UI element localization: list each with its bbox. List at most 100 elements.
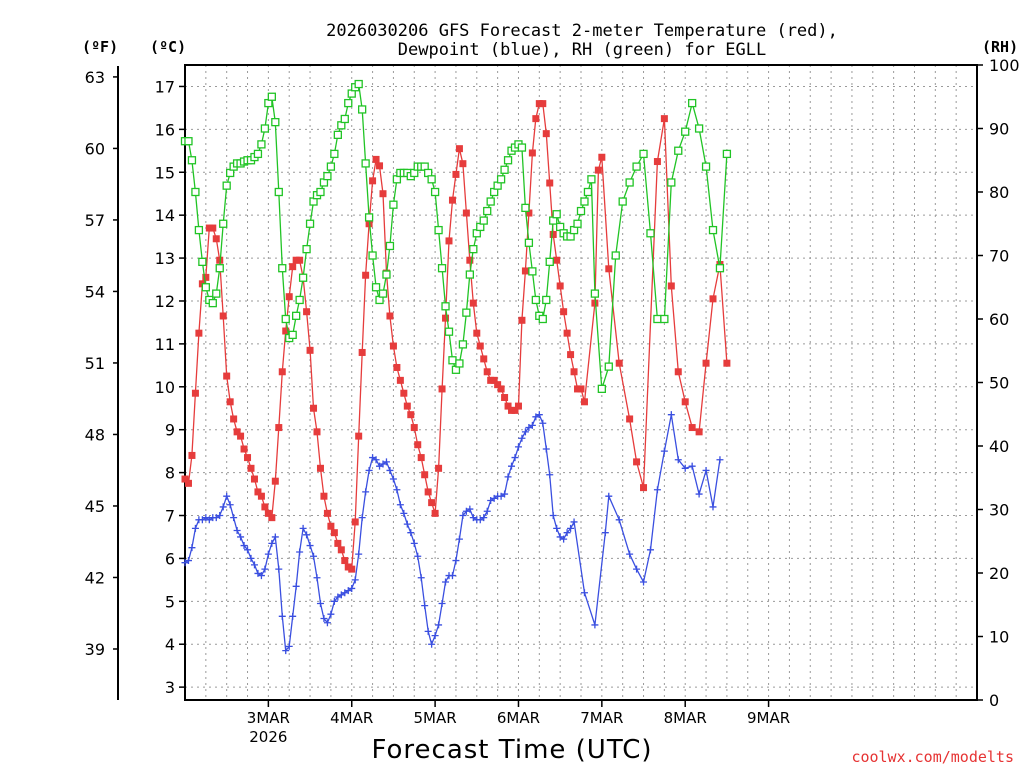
temperature-point	[549, 230, 557, 238]
temperature-point	[570, 368, 578, 376]
temperature-point	[191, 389, 199, 397]
temperature-point	[594, 166, 602, 174]
temperature-point	[362, 271, 370, 279]
temperature-point	[386, 312, 394, 320]
temperature-point	[633, 458, 641, 466]
dewpoint-point	[688, 462, 696, 470]
fahrenheit-tick-label: 42	[85, 568, 105, 587]
temperature-point	[271, 477, 279, 485]
dewpoint-point	[414, 552, 422, 560]
rh-point	[681, 127, 690, 136]
dewpoint-point	[504, 473, 512, 481]
celsius-tick-label: 15	[155, 163, 175, 182]
temperature-point	[553, 256, 561, 264]
x-tick-label: 6MAR	[497, 709, 540, 727]
temperature-point	[355, 432, 363, 440]
dewpoint-point	[257, 572, 265, 580]
celsius-tick-label: 9	[165, 421, 175, 440]
rh-point	[552, 210, 561, 219]
temperature-point	[442, 314, 450, 322]
temperature-point	[348, 565, 356, 573]
temperature-point	[514, 402, 522, 410]
dewpoint-point	[188, 544, 196, 552]
dewpoint-point	[501, 490, 509, 498]
rh-point	[458, 340, 468, 349]
dewpoint-point	[400, 509, 408, 517]
rh-point	[580, 197, 589, 206]
fahrenheit-tick-label: 45	[85, 497, 105, 516]
temperature-point	[376, 162, 384, 170]
dewpoint-point	[601, 529, 609, 537]
temperature-point	[341, 557, 349, 565]
rh-point	[639, 149, 648, 159]
series-rh	[180, 79, 732, 394]
temperature-point	[230, 415, 238, 423]
temperature-point	[462, 209, 470, 217]
dewpoint-line	[184, 413, 721, 653]
celsius-tick-label: 5	[165, 592, 175, 611]
rh-point	[257, 140, 266, 149]
celsius-tick-label: 7	[165, 507, 175, 526]
rh-point	[437, 264, 447, 273]
dewpoint-point	[219, 503, 227, 511]
rh-point	[625, 178, 634, 187]
rh-tick-label: 10	[989, 628, 1009, 647]
dewpoint-point	[386, 466, 394, 474]
temperature-point	[438, 385, 446, 393]
temperature-point	[532, 115, 540, 123]
dewpoint-point	[271, 533, 279, 541]
temperature-point	[563, 329, 571, 337]
temperature-point	[504, 402, 512, 410]
temperature-point	[296, 256, 304, 264]
rh-point	[267, 92, 276, 101]
temperature-point	[285, 293, 293, 301]
rh-point	[441, 302, 450, 311]
rh-point	[521, 203, 530, 213]
temperature-point	[546, 179, 554, 187]
rh-point	[448, 356, 457, 365]
dewpoint-point	[640, 578, 648, 586]
dewpoint-point	[407, 529, 415, 537]
x-tick-year-label: 2026	[249, 728, 287, 746]
dewpoint-point	[591, 621, 599, 629]
celsius-unit-label: (ºC)	[150, 38, 186, 56]
dewpoint-point	[421, 602, 429, 610]
temperature-point	[188, 451, 196, 459]
series-dewpoint	[181, 411, 724, 655]
temperature-point	[688, 424, 696, 432]
dewpoint-point	[264, 550, 272, 558]
dewpoint-point	[626, 550, 634, 558]
temperature-point	[400, 389, 408, 397]
dewpoint-point	[223, 492, 231, 500]
temperature-point	[195, 329, 203, 337]
fahrenheit-tick-label: 39	[85, 640, 105, 659]
temperature-point	[240, 445, 248, 453]
rh-tick-label: 20	[989, 564, 1009, 583]
temperature-point	[254, 488, 262, 496]
rh-tick-label: 100	[989, 56, 1020, 75]
temperature-point	[435, 464, 443, 472]
temperature-point	[393, 363, 401, 371]
dewpoint-point	[695, 490, 703, 498]
rh-point	[191, 187, 200, 197]
dewpoint-point	[216, 512, 224, 520]
rh-point	[333, 130, 342, 140]
rh-point	[542, 295, 551, 305]
rh-point	[587, 175, 596, 184]
rh-point	[302, 244, 311, 254]
temperature-point	[212, 235, 220, 243]
temperature-point	[257, 492, 265, 500]
temperature-point	[410, 424, 418, 432]
dewpoint-point	[330, 597, 338, 605]
dewpoint-point	[567, 524, 575, 532]
rh-point	[531, 295, 540, 305]
rh-tick-label: 50	[989, 374, 1009, 393]
dewpoint-point	[233, 527, 241, 535]
rh-point	[389, 200, 398, 209]
rh-point	[611, 251, 620, 260]
temperature-point	[250, 475, 258, 483]
dewpoint-point	[560, 535, 568, 543]
temperature-point	[223, 372, 231, 380]
fahrenheit-tick-label: 60	[85, 139, 105, 158]
dewpoint-point	[653, 486, 661, 494]
